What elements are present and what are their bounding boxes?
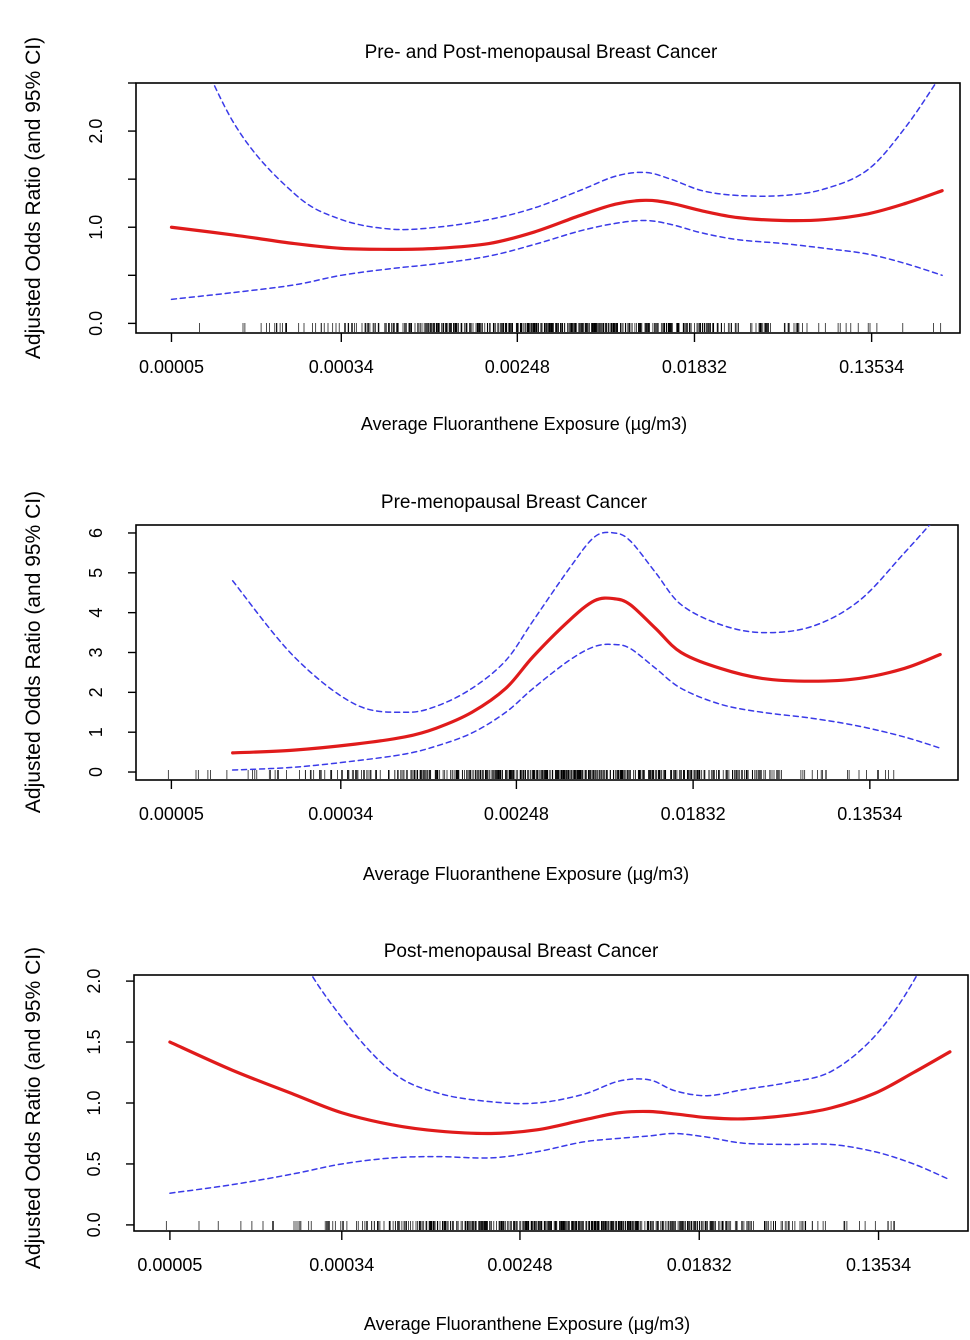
x-tick-label: 0.00248 xyxy=(487,1255,552,1275)
x-tick-label: 0.01832 xyxy=(661,804,726,824)
plot-frame xyxy=(135,82,961,334)
y-tick-label: 3 xyxy=(86,647,106,657)
x-tick-label: 0.13534 xyxy=(846,1255,911,1275)
x-tick-label: 0.01832 xyxy=(667,1255,732,1275)
y-axis-label: Adjusted Odds Ratio (and 95% CI) xyxy=(22,37,45,359)
estimate-line xyxy=(231,596,942,755)
plot-frame xyxy=(135,524,959,781)
x-tick-label: 0.00248 xyxy=(485,357,550,377)
x-axis-label: Average Fluoranthene Exposure (µg/m3) xyxy=(364,1314,690,1334)
y-axis-label: Adjusted Odds Ratio (and 95% CI) xyxy=(22,491,45,813)
x-tick-label: 0.00005 xyxy=(137,1255,202,1275)
y-tick-label: 1.0 xyxy=(84,1090,104,1115)
y-tick-label: 0.0 xyxy=(84,1212,104,1237)
chart-title: Pre- and Post-menopausal Breast Cancer xyxy=(365,42,718,63)
y-axis-label: Adjusted Odds Ratio (and 95% CI) xyxy=(22,947,45,1269)
plot-frame xyxy=(133,974,969,1232)
ci-lower-line xyxy=(231,643,941,771)
x-tick-label: 0.00005 xyxy=(139,357,204,377)
chart-title: Pre-menopausal Breast Cancer xyxy=(381,492,648,513)
estimate-line xyxy=(169,189,944,251)
x-tick-label: 0.13534 xyxy=(837,804,902,824)
x-tick-label: 0.00005 xyxy=(139,804,204,824)
ci-upper-line xyxy=(310,975,918,1105)
y-tick-label: 1.5 xyxy=(84,1030,104,1055)
ci-lower-line xyxy=(170,219,943,301)
y-tick-label: 4 xyxy=(86,608,106,618)
y-tick-label: 2.0 xyxy=(84,969,104,994)
y-tick-label: 1.0 xyxy=(86,215,106,240)
ci-upper-line xyxy=(231,525,931,714)
chart-title: Post-menopausal Breast Cancer xyxy=(384,941,659,962)
x-tick-label: 0.00034 xyxy=(309,1255,374,1275)
x-axis-label: Average Fluoranthene Exposure (µg/m3) xyxy=(361,414,687,434)
ci-lower-line xyxy=(169,1132,951,1194)
x-tick-label: 0.00034 xyxy=(308,804,373,824)
panel-1: Pre- and Post-menopausal Breast Cancer A… xyxy=(22,37,961,434)
y-tick-label: 2 xyxy=(86,687,106,697)
panel-2: Pre-menopausal Breast Cancer Average Flu… xyxy=(22,491,959,884)
y-tick-label: 2.0 xyxy=(86,119,106,144)
x-tick-label: 0.00034 xyxy=(309,357,374,377)
y-tick-label: 1 xyxy=(86,727,106,737)
ci-upper-line xyxy=(212,83,937,231)
x-tick-label: 0.13534 xyxy=(839,357,904,377)
x-tick-label: 0.00248 xyxy=(484,804,549,824)
y-tick-label: 6 xyxy=(86,528,106,538)
panel-3: Post-menopausal Breast Cancer Average Fl… xyxy=(22,941,969,1334)
x-axis-label: Average Fluoranthene Exposure (µg/m3) xyxy=(363,864,689,884)
y-tick-label: 5 xyxy=(86,568,106,578)
y-tick-label: 0 xyxy=(86,767,106,777)
x-tick-label: 0.01832 xyxy=(662,357,727,377)
y-tick-label: 0.0 xyxy=(86,311,106,336)
y-tick-label: 0.5 xyxy=(84,1151,104,1176)
estimate-line xyxy=(168,1040,952,1136)
